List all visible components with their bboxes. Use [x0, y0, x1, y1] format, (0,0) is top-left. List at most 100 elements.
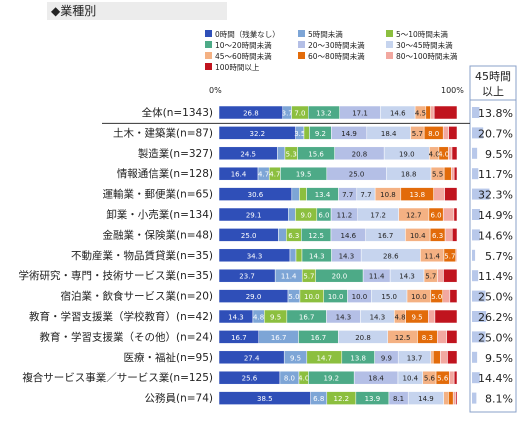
bar-value-label: 27.4 — [244, 354, 260, 362]
side-value: 11.7% — [478, 168, 513, 181]
bar-value-label: 14.3 — [399, 273, 415, 281]
side-value: 25.0% — [478, 291, 513, 304]
bar-value-label: 25.0 — [241, 232, 257, 240]
bar-value-label: 5.3 — [286, 150, 297, 158]
bar-value-label: 5.5 — [432, 171, 443, 179]
bar-segment — [432, 350, 441, 365]
bar-segment — [443, 268, 458, 283]
bar-segment — [295, 248, 303, 263]
bar-value-label: 7.7 — [360, 191, 371, 199]
bar-value-label: 20.0 — [332, 273, 348, 281]
bar-value-label: 29.0 — [246, 293, 262, 301]
bar-segment — [437, 330, 448, 344]
bar-value-label: 30.6 — [248, 191, 264, 199]
bar-value-label: 16.7 — [299, 314, 315, 322]
bar-segment — [288, 207, 296, 222]
bar-value-label: 4.8 — [394, 314, 405, 322]
bar-value-label: 7.7 — [342, 191, 353, 199]
bar-value-label: 16.7 — [311, 334, 327, 342]
bar-value-label: 14.3 — [336, 314, 352, 322]
bar-value-label: 10.4 — [403, 375, 419, 383]
side-bar — [472, 249, 476, 261]
bar-value-label: 29.1 — [246, 212, 262, 220]
side-bar — [472, 209, 481, 220]
side-bar — [472, 147, 478, 159]
bar-value-label: 13.2 — [316, 110, 332, 118]
bar-value-label: 19.2 — [324, 375, 340, 383]
bar-segment — [278, 228, 287, 242]
side-header-box — [469, 65, 517, 101]
row-label: 学術研究・専門・技術サービス業(n=35) — [18, 269, 213, 282]
row-label: 宿泊業・飲食サービス業(n=20) — [60, 290, 213, 303]
bar-value-label: 18.4 — [381, 130, 397, 138]
side-value: 26.2% — [478, 311, 513, 324]
bar-segment — [451, 146, 458, 161]
bar-value-label: 5.0 — [431, 293, 442, 301]
bar-value-label: 12.7 — [406, 212, 422, 220]
bar-segment — [453, 166, 458, 181]
row-label: 教育・学習支援業（その他）(n=24) — [39, 330, 213, 343]
bar-value-label: 16.7 — [378, 232, 394, 240]
side-value: 8.1% — [485, 393, 513, 406]
row-label: 全体(n=1343) — [142, 106, 213, 119]
legend-label: 5時間未満 — [308, 29, 343, 39]
bar-value-label: 7.0 — [294, 110, 305, 118]
bar-value-label: 12.5 — [308, 232, 324, 240]
bar-value-label: 15.6 — [308, 150, 324, 158]
bar-segment — [430, 350, 434, 365]
side-value: 25.0% — [478, 331, 513, 344]
bar-value-label: 10.8 — [380, 191, 396, 199]
bar-value-label: 32.2 — [250, 130, 266, 138]
bar-value-label: 11.2 — [337, 212, 353, 220]
bar-value-label: 14.7 — [317, 354, 333, 362]
bar-value-label: 5.6 — [437, 375, 449, 383]
side-bar — [472, 270, 479, 282]
side-header-line2: 以上 — [482, 85, 504, 98]
bar-value-label: 5.7 — [444, 252, 455, 260]
row-label: 金融業・保険業(n=48) — [102, 228, 213, 241]
axis-label-left: 0% — [209, 86, 222, 95]
bar-segment — [448, 146, 453, 161]
bar-value-label: 16.4 — [231, 171, 247, 179]
side-value: 14.6% — [478, 229, 513, 242]
bar-value-label: 3.7 — [282, 110, 293, 118]
row-label: 卸業・小売業(n=134) — [106, 208, 213, 221]
bar-value-label: 14.3 — [228, 314, 244, 322]
row-label: 運輸業・郵便業(n=65) — [102, 188, 213, 201]
bar-value-label: 8.3 — [422, 334, 433, 342]
bar-segment — [448, 126, 458, 140]
bar-segment — [428, 309, 436, 324]
bar-value-label: 15.0 — [381, 293, 397, 301]
bar-value-label: 5.7 — [425, 273, 436, 281]
row-label: 教育・学習支援業（学校教育）(n=42) — [29, 310, 213, 323]
side-value: 5.7% — [485, 250, 513, 263]
bar-value-label: 8.0 — [284, 375, 295, 383]
bar-value-label: 5.0 — [288, 293, 299, 301]
side-bar — [472, 290, 486, 302]
legend-swatch — [205, 63, 212, 70]
bar-value-label: 34.3 — [247, 252, 263, 260]
bar-value-label: 20.8 — [352, 150, 368, 158]
bar-value-label: 12.2 — [334, 395, 350, 403]
side-bar — [472, 229, 480, 241]
bar-value-label: 6.0 — [318, 212, 329, 220]
bar-segment — [425, 105, 431, 120]
side-panel-frame — [469, 99, 517, 413]
bar-value-label: 18.4 — [368, 375, 384, 383]
side-value: 32.3% — [478, 189, 513, 202]
bar-value-label: 10.0 — [411, 293, 427, 301]
section-title: ◆業種別 — [47, 2, 227, 20]
bar-segment — [430, 105, 435, 120]
row-label: 土木・建築業(n=87) — [113, 126, 213, 139]
bar-value-label: 13.7 — [407, 354, 423, 362]
side-value: 9.5% — [485, 352, 513, 365]
side-bar — [472, 311, 487, 322]
side-bar — [472, 351, 478, 363]
bar-value-label: 6.3 — [288, 232, 299, 240]
legend-label: 60〜80時間未満 — [308, 51, 365, 61]
row-label: 公務員(n=74) — [144, 392, 213, 405]
bar-segment — [442, 289, 451, 303]
bar-segment — [277, 146, 286, 161]
row-label: 情報通信業(n=128) — [117, 167, 213, 180]
